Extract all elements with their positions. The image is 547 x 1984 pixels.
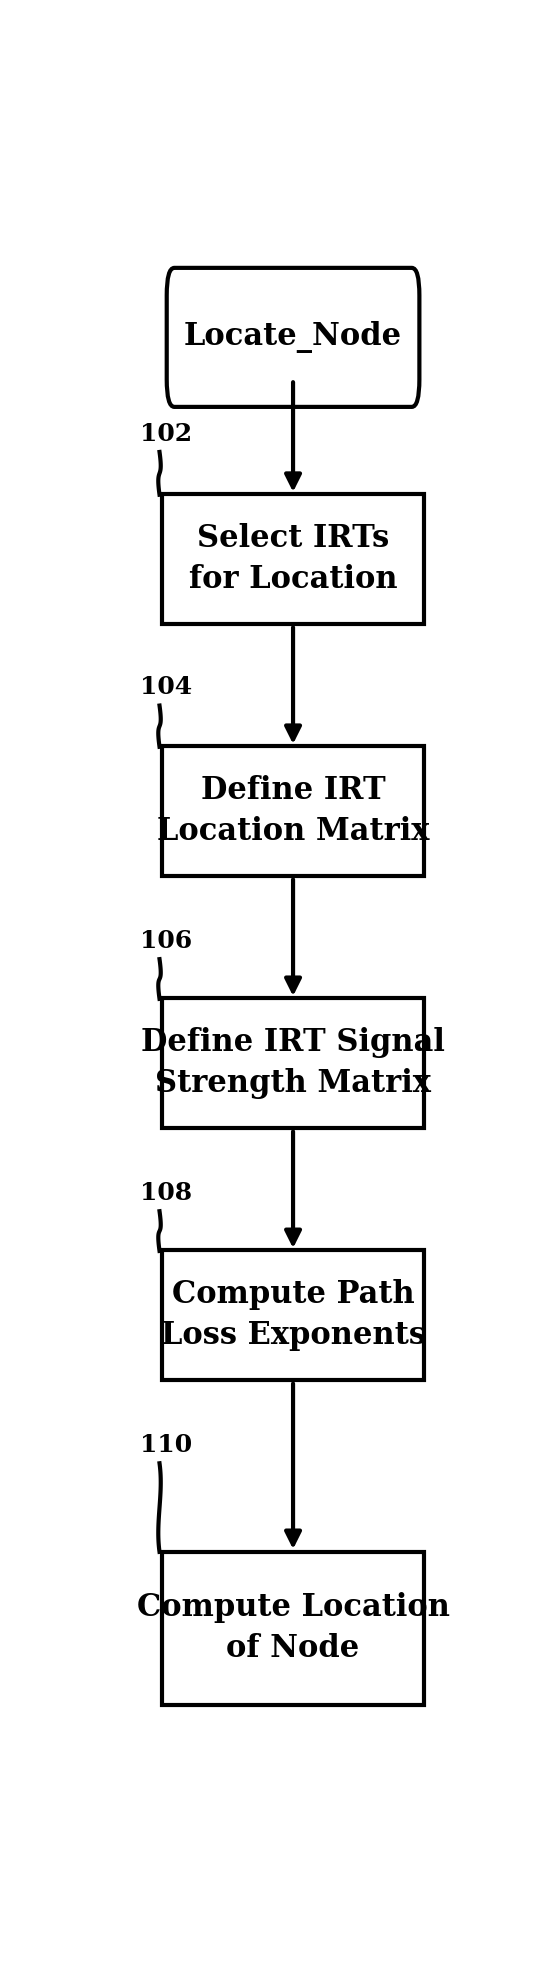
Bar xyxy=(162,746,424,875)
Text: Define IRT
Location Matrix: Define IRT Location Matrix xyxy=(157,776,429,847)
Text: 110: 110 xyxy=(141,1432,193,1456)
FancyBboxPatch shape xyxy=(167,268,420,407)
Text: Define IRT Signal
Strength Matrix: Define IRT Signal Strength Matrix xyxy=(141,1028,445,1099)
Bar xyxy=(162,494,424,623)
Text: Locate_Node: Locate_Node xyxy=(184,321,402,353)
Bar xyxy=(162,998,424,1129)
Text: 108: 108 xyxy=(141,1180,193,1204)
Text: 104: 104 xyxy=(141,675,193,698)
Text: Select IRTs
for Location: Select IRTs for Location xyxy=(189,524,397,595)
Text: 102: 102 xyxy=(141,423,193,446)
Bar xyxy=(162,1250,424,1381)
Text: 106: 106 xyxy=(141,929,193,952)
Text: Compute Location
of Node: Compute Location of Node xyxy=(137,1593,450,1665)
Bar xyxy=(162,1551,424,1704)
Text: Compute Path
Loss Exponents: Compute Path Loss Exponents xyxy=(161,1280,426,1351)
